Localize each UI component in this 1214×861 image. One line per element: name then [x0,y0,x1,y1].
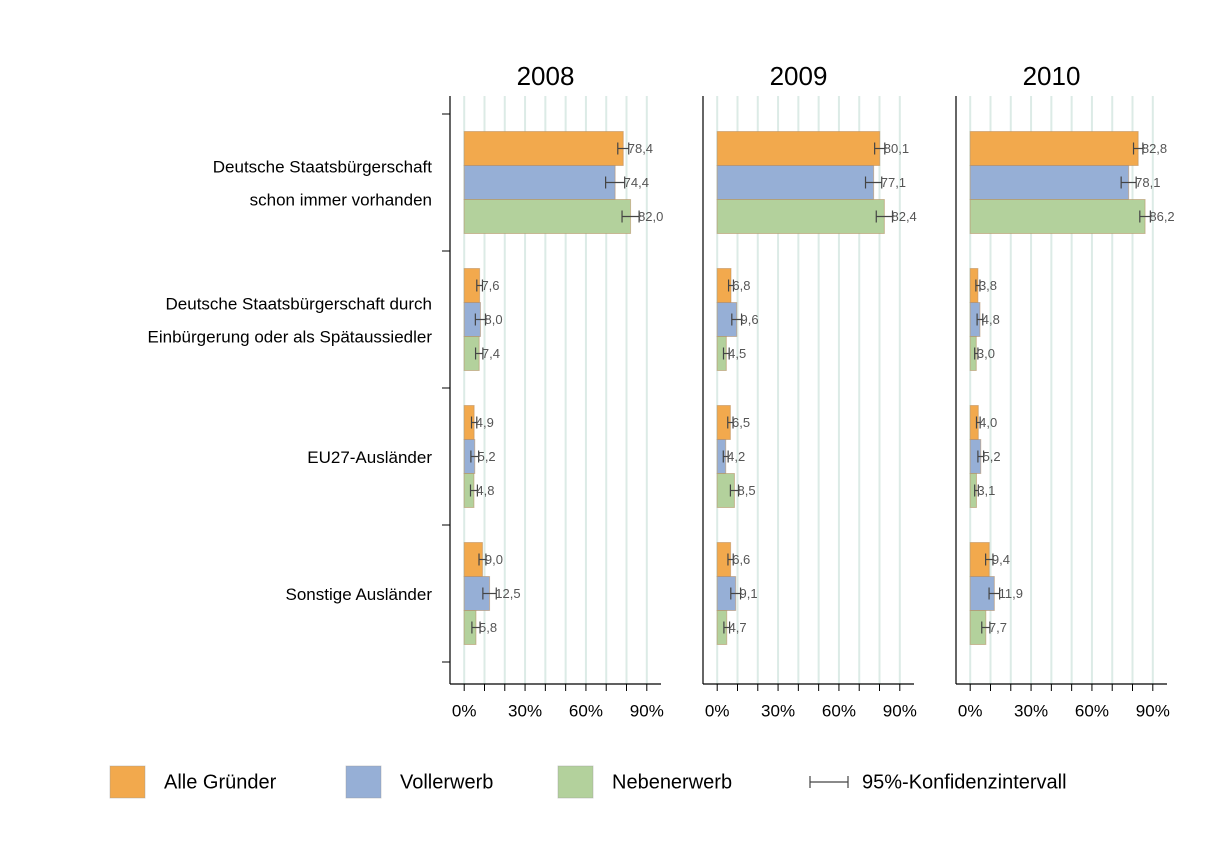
value-label: 4,5 [728,346,746,361]
value-label: 6,8 [732,278,750,293]
bar [969,199,1146,234]
value-label: 77,1 [881,175,906,190]
category-label: EU27-Ausländer [307,448,432,467]
x-tick-label: 90% [630,701,664,720]
legend-label: 95%-Konfidenzintervall [862,771,1067,793]
x-tick-label: 30% [508,701,542,720]
x-tick-label: 0% [452,701,477,720]
value-label: 78,4 [628,141,653,156]
category-label: Einbürgerung oder als Spätaussiedler [148,327,433,346]
bar [463,131,624,166]
value-label: 3,1 [977,483,995,498]
legend-label: Alle Gründer [164,771,277,793]
bar [716,199,885,234]
value-label: 80,1 [884,141,909,156]
x-tick-label: 30% [1014,701,1048,720]
value-label: 74,4 [624,175,649,190]
x-tick-label: 60% [822,701,856,720]
value-label: 5,2 [478,449,496,464]
x-tick-label: 30% [761,701,795,720]
category-label: Sonstige Ausländer [286,585,433,604]
category-label: schon immer vorhanden [250,190,432,209]
value-label: 7,6 [481,278,499,293]
value-label: 82,4 [891,209,916,224]
value-label: 5,8 [479,620,497,635]
value-label: 8,5 [738,483,756,498]
bar [463,199,632,234]
legend-label: Nebenerwerb [612,771,732,793]
value-label: 7,7 [989,620,1007,635]
value-label: 3,0 [977,346,995,361]
bar [716,131,881,166]
panel-title: 2008 [517,61,575,91]
bar [969,131,1139,166]
value-label: 3,8 [979,278,997,293]
bar [969,165,1130,200]
value-label: 4,7 [729,620,747,635]
legend-swatch [345,765,382,799]
legend-swatch [109,765,146,799]
x-tick-label: 0% [705,701,730,720]
bar [716,165,875,200]
value-label: 5,2 [983,449,1001,464]
value-label: 12,5 [495,586,520,601]
value-label: 4,9 [476,415,494,430]
value-label: 4,8 [982,312,1000,327]
x-tick-label: 90% [1136,701,1170,720]
category-label: Deutsche Staatsbürgerschaft durch [166,294,432,313]
value-label: 9,4 [992,552,1010,567]
x-tick-label: 90% [883,701,917,720]
value-label: 11,9 [999,586,1023,601]
value-label: 4,0 [979,415,997,430]
value-label: 4,8 [476,483,494,498]
bar [463,165,616,200]
x-tick-label: 0% [958,701,983,720]
legend-label: Vollerwerb [400,771,493,793]
value-label: 9,1 [740,586,758,601]
value-label: 6,5 [732,415,750,430]
value-label: 82,0 [638,209,663,224]
value-label: 7,4 [482,346,500,361]
value-label: 9,0 [485,552,503,567]
value-label: 8,0 [485,312,503,327]
x-tick-label: 60% [569,701,603,720]
value-label: 78,1 [1135,175,1160,190]
panel-title: 2010 [1023,61,1081,91]
legend-swatch [557,765,594,799]
value-label: 86,2 [1149,209,1174,224]
value-label: 9,6 [741,312,759,327]
category-label: Deutsche Staatsbürgerschaft [213,157,433,176]
panel-title: 2009 [770,61,828,91]
value-label: 82,8 [1142,141,1167,156]
value-label: 6,6 [732,552,750,567]
value-label: 4,2 [727,449,745,464]
x-tick-label: 60% [1075,701,1109,720]
